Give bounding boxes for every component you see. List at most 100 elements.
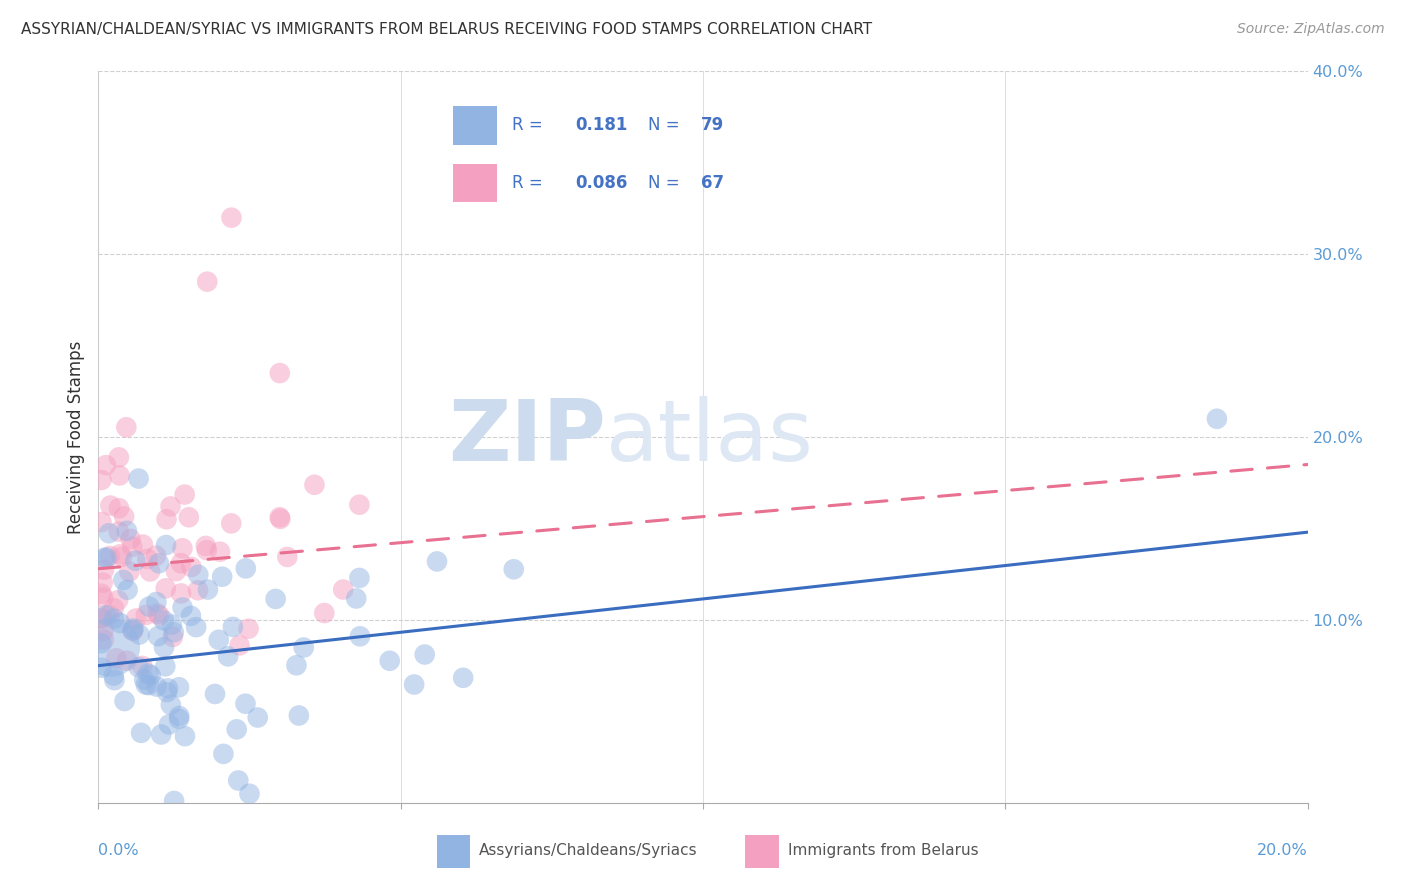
Point — [97, 526, 120, 541]
Point — [413, 648, 436, 662]
Point — [349, 629, 371, 643]
Point — [155, 659, 177, 673]
Point — [117, 582, 139, 597]
Point — [378, 654, 401, 668]
Point — [187, 567, 209, 582]
Point — [225, 723, 247, 737]
Point — [165, 564, 187, 578]
Point — [128, 472, 150, 486]
Point — [155, 538, 177, 552]
Point — [128, 660, 150, 674]
Point — [172, 600, 194, 615]
Point — [115, 654, 138, 668]
Point — [90, 473, 112, 487]
Point — [108, 501, 131, 516]
Text: ASSYRIAN/CHALDEAN/SYRIAC VS IMMIGRANTS FROM BELARUS RECEIVING FOOD STAMPS CORREL: ASSYRIAN/CHALDEAN/SYRIAC VS IMMIGRANTS F… — [21, 22, 872, 37]
Point — [451, 671, 474, 685]
Point — [90, 636, 112, 650]
Point — [344, 591, 367, 606]
Point — [173, 487, 195, 501]
Point — [125, 611, 148, 625]
Point — [146, 607, 169, 621]
Point — [90, 515, 112, 529]
Point — [157, 717, 180, 731]
Point — [150, 727, 173, 741]
Point — [93, 550, 115, 565]
Point — [226, 773, 249, 788]
Point — [124, 554, 146, 568]
Point — [105, 651, 128, 665]
Point — [167, 680, 190, 694]
Point — [108, 450, 131, 465]
Point — [145, 595, 167, 609]
Point — [246, 710, 269, 724]
Point — [235, 561, 257, 575]
Point — [212, 747, 235, 761]
Point — [155, 582, 177, 596]
Point — [228, 639, 250, 653]
Point — [159, 500, 181, 514]
Point — [120, 532, 142, 546]
Point — [288, 708, 311, 723]
Point — [94, 458, 117, 472]
Point — [269, 366, 291, 380]
Point — [174, 729, 197, 743]
Point — [91, 591, 114, 605]
Point — [112, 573, 135, 587]
Point — [170, 586, 193, 600]
Point — [118, 565, 141, 579]
Point — [502, 562, 524, 576]
Point — [156, 681, 179, 696]
Point — [112, 509, 135, 524]
Point — [180, 608, 202, 623]
Point — [122, 622, 145, 636]
Point — [269, 512, 291, 526]
Point — [269, 510, 291, 524]
Point — [103, 673, 125, 688]
Point — [292, 640, 315, 655]
Point — [217, 649, 239, 664]
Point — [131, 659, 153, 673]
Point — [107, 593, 129, 607]
Point — [93, 563, 115, 577]
Point — [195, 543, 218, 558]
Point — [426, 554, 449, 568]
Point — [138, 599, 160, 614]
Point — [163, 794, 186, 808]
Point — [121, 624, 143, 638]
Text: 20.0%: 20.0% — [1257, 843, 1308, 858]
Point — [169, 709, 191, 723]
Point — [208, 632, 231, 647]
Point — [90, 611, 112, 625]
Point — [145, 549, 167, 563]
Point — [153, 614, 176, 628]
Point — [122, 624, 145, 638]
Point — [132, 538, 155, 552]
Point — [103, 612, 125, 626]
Point — [238, 787, 260, 801]
Point — [170, 556, 193, 570]
Point — [93, 624, 115, 638]
Point — [208, 544, 231, 558]
Point — [238, 622, 260, 636]
Point — [91, 575, 114, 590]
Text: atlas: atlas — [606, 395, 814, 479]
Point — [98, 499, 121, 513]
Point — [115, 524, 138, 538]
Point — [219, 516, 242, 531]
Point — [108, 468, 131, 483]
Point — [98, 608, 121, 623]
Point — [135, 608, 157, 623]
Point — [222, 620, 245, 634]
Point — [94, 608, 117, 623]
Point — [195, 275, 218, 289]
Point — [160, 617, 183, 632]
Point — [349, 571, 371, 585]
Point — [115, 420, 138, 434]
Point — [139, 565, 162, 579]
Point — [204, 687, 226, 701]
Point — [153, 640, 176, 655]
Point — [108, 615, 131, 630]
Point — [136, 666, 159, 681]
Point — [136, 551, 159, 566]
